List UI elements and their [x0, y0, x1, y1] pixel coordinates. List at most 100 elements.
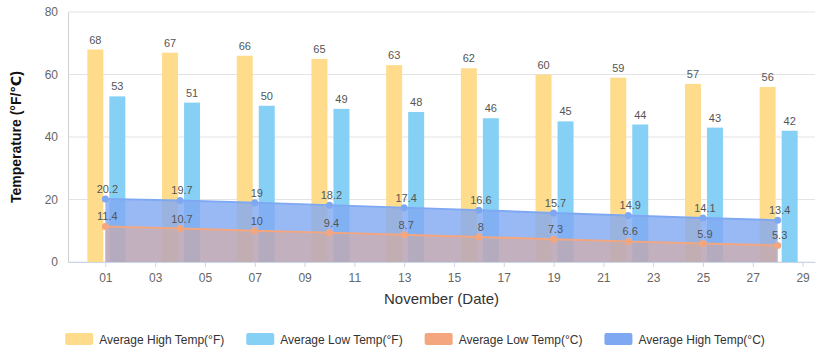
x-tick: 17: [498, 262, 512, 285]
data-label: 5.3: [772, 229, 787, 241]
legend-swatch: [65, 333, 93, 345]
y-tick: 40: [45, 130, 68, 144]
area-line: [105, 226, 777, 245]
data-label: 57: [687, 68, 699, 80]
data-label: 62: [463, 52, 475, 64]
y-tick-label: 0: [51, 255, 58, 269]
x-tick-mark: [305, 262, 306, 267]
x-tick-mark: [504, 262, 505, 267]
x-tick-label: 09: [298, 271, 312, 285]
point: [625, 238, 632, 245]
x-tick-label: 29: [796, 271, 810, 285]
data-label: 50: [261, 90, 273, 102]
area: [105, 199, 777, 262]
grid-line: [68, 12, 815, 13]
data-label: 53: [111, 80, 123, 92]
point: [699, 240, 706, 247]
data-label: 51: [186, 87, 198, 99]
marks: [87, 50, 797, 263]
data-label: 7.3: [548, 223, 563, 235]
data-label: 13.4: [769, 204, 790, 216]
legend-label: Average Low Temp(°F): [280, 333, 402, 347]
x-tick-mark: [454, 262, 455, 267]
x-tick-label: 05: [199, 271, 213, 285]
point: [177, 225, 184, 232]
data-label: 14.1: [694, 202, 715, 214]
data-labels: 6867666563626059575653515049484645444342…: [89, 34, 796, 242]
legend-item: Average High Temp(°C): [604, 333, 764, 347]
data-label: 14.9: [620, 199, 641, 211]
data-label: 46: [485, 102, 497, 114]
x-tick-label: 01: [99, 271, 113, 285]
x-tick: 07: [249, 262, 263, 285]
y-axis: 0 20 40 60 80: [45, 5, 69, 269]
area: [105, 226, 777, 262]
y-tick-label: 40: [45, 130, 59, 144]
data-label: 6.6: [623, 225, 638, 237]
point: [251, 227, 258, 234]
x-tick: 11: [349, 262, 362, 285]
grid: [68, 12, 815, 262]
data-label: 11.4: [97, 210, 118, 222]
point: [550, 209, 557, 216]
x-tick-mark: [703, 262, 704, 267]
point: [177, 197, 184, 204]
data-label: 17.4: [395, 192, 416, 204]
data-label: 43: [709, 112, 721, 124]
point: [251, 199, 258, 206]
x-tick-label: 07: [249, 271, 263, 285]
y-axis-title: Temperature (°F/℃): [8, 71, 24, 203]
point: [326, 202, 333, 209]
point: [102, 223, 109, 230]
x-tick-mark: [105, 262, 106, 267]
x-tick-mark: [205, 262, 206, 267]
data-label: 56: [762, 71, 774, 83]
x-tick-label: 13: [398, 271, 412, 285]
area-line: [105, 199, 777, 220]
x-tick-label: 27: [747, 271, 761, 285]
x-axis: 010305070911131517192123252729: [69, 262, 816, 285]
x-tick: 29: [796, 262, 810, 285]
data-label: 65: [313, 43, 325, 55]
data-label: 63: [388, 49, 400, 61]
data-label: 5.9: [697, 228, 712, 240]
x-tick-label: 11: [349, 271, 362, 285]
x-tick-label: 03: [149, 271, 163, 285]
x-tick-label: 21: [597, 271, 611, 285]
y-tick: 80: [45, 5, 68, 19]
legend-item: Average Low Temp(°F): [246, 333, 402, 347]
data-label: 9.4: [324, 217, 339, 229]
x-tick: 13: [398, 262, 412, 285]
plot: 0204060800103050709111315171921232527296…: [45, 5, 816, 284]
x-tick: 21: [597, 262, 611, 285]
grid-line: [68, 74, 815, 75]
x-tick: 09: [298, 262, 312, 285]
point: [326, 229, 333, 236]
data-label: 8: [478, 221, 484, 233]
data-label: 45: [559, 105, 571, 117]
legend-swatch: [425, 333, 453, 345]
y-axis-line: [68, 13, 69, 263]
y-tick: 0: [51, 255, 68, 269]
data-label: 15.7: [545, 197, 566, 209]
x-axis-title: November (Date): [384, 290, 499, 307]
data-label: 20.2: [97, 183, 118, 195]
x-tick: 05: [199, 262, 213, 285]
y-tick-label: 60: [45, 68, 59, 82]
data-label: 19.7: [171, 184, 192, 196]
legend-label: Average High Temp(°F): [99, 333, 224, 347]
x-tick-label: 23: [647, 271, 661, 285]
legend-label: Average High Temp(°C): [638, 333, 764, 347]
data-label: 19: [251, 187, 263, 199]
x-tick-mark: [354, 262, 355, 267]
point: [774, 242, 781, 249]
grid-line: [68, 137, 815, 138]
data-label: 49: [335, 93, 347, 105]
x-tick-mark: [653, 262, 654, 267]
y-tick-label: 20: [45, 193, 59, 207]
legend-item: Average High Temp(°F): [65, 333, 224, 347]
point: [550, 236, 557, 243]
x-tick: 23: [647, 262, 661, 285]
y-tick: 60: [45, 68, 68, 82]
data-label: 42: [784, 115, 796, 127]
